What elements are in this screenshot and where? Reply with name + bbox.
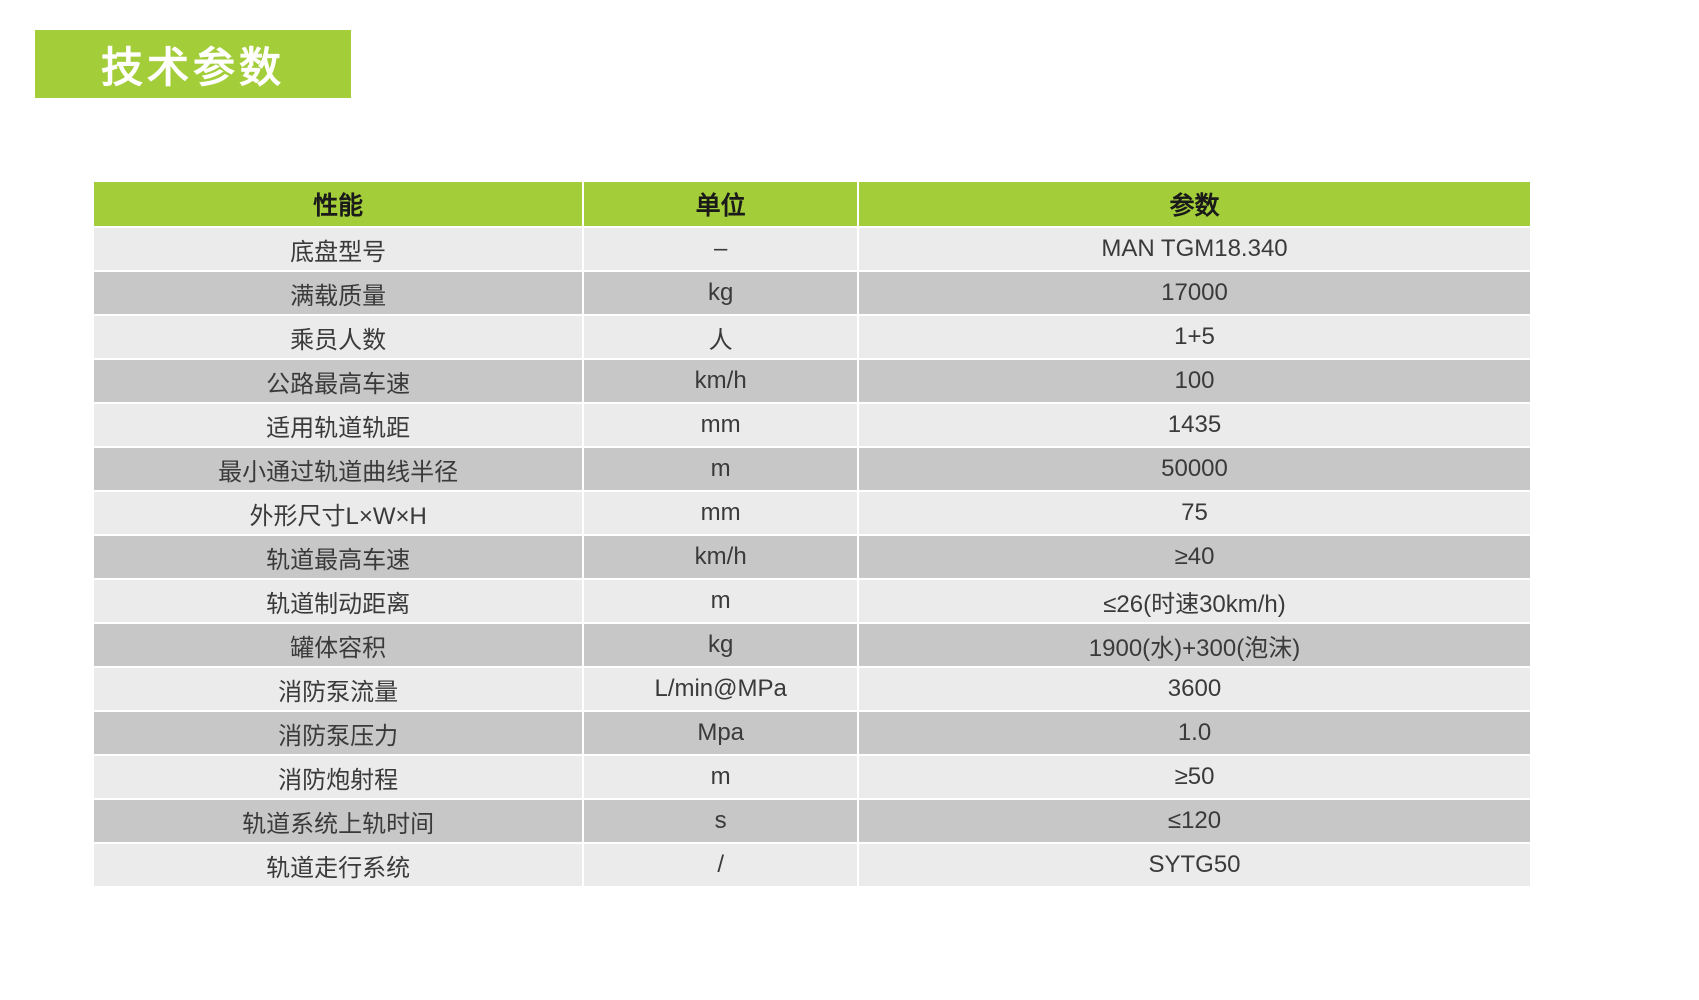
spec-table-body: 底盘型号 – MAN TGM18.340 满载质量 kg 17000 乘员人数人 1+5 公路最… [91,226,1532,888]
cell-unit: L/min@MPa [582,666,859,712]
cell-property: 罐体容积 [91,622,585,668]
table-row: 罐体容积 kg 1900(水)+300(泡沫) [91,622,1532,668]
cell-property: 满载质量 [91,270,585,316]
table-row: 公路最高车速 km/h 100 [91,358,1532,404]
table-row: 轨道制动距离 m ≤26(时速30km/h) [91,578,1532,624]
cell-unit: m [582,578,859,624]
cell-property: 外形尺寸L×W×H [91,490,585,536]
cell-unit: – [582,226,859,272]
table-row: 外形尺寸L×W×H mm 75 [91,490,1532,536]
cell-unit: m [582,754,859,800]
cell-property: 公路最高车速 [91,358,585,404]
header-property: 性能 [91,180,585,228]
cell-property: 轨道走行系统 [91,842,585,888]
cell-value: 1.0 [857,710,1532,756]
cell-unit: / [582,842,859,888]
cell-property: 最小通过轨道曲线半径 [91,446,585,492]
cell-value: ≤26(时速30km/h) [857,578,1532,624]
cell-unit: kg [582,622,859,668]
cell-property: 轨道制动距离 [91,578,585,624]
cell-value: ≤120 [857,798,1532,844]
cell-unit: km/h [582,534,859,580]
spec-table: 性能 单位 参数 底盘型号 – MAN TGM18.340 满载质量 kg 17000 乘员… [91,180,1532,888]
cell-property: 适用轨道轨距 [91,402,585,448]
cell-value: 100 [857,358,1532,404]
table-row: 最小通过轨道曲线半径 m 50000 [91,446,1532,492]
cell-unit: km/h [582,358,859,404]
cell-unit: mm [582,402,859,448]
header-value: 参数 [857,180,1532,228]
header-unit: 单位 [582,180,859,228]
cell-unit: kg [582,270,859,316]
cell-value: ≥40 [857,534,1532,580]
cell-property: 乘员人数 [91,314,585,360]
cell-value: 17000 [857,270,1532,316]
section-title: 技术参数 [100,43,285,91]
table-row: 消防泵流量 L/min@MPa 3600 [91,666,1532,712]
cell-value: MAN TGM18.340 [857,226,1532,272]
cell-property: 轨道最高车速 [91,534,585,580]
table-row: 轨道走行系统 / SYTG50 [91,842,1532,888]
cell-value: 50000 [857,446,1532,492]
cell-property: 消防炮射程 [91,754,585,800]
table-row: 乘员人数人 1+5 [91,314,1532,360]
table-row: 底盘型号 – MAN TGM18.340 [91,226,1532,272]
table-row: 满载质量 kg 17000 [91,270,1532,316]
cell-value: 1435 [857,402,1532,448]
cell-value: ≥50 [857,754,1532,800]
table-header-row: 性能 单位 参数 [91,180,1532,228]
cell-unit: Mpa [582,710,859,756]
table-row: 轨道最高车速 km/h ≥40 [91,534,1532,580]
cell-property: 消防泵压力 [91,710,585,756]
cell-value: SYTG50 [857,842,1532,888]
cell-property: 轨道系统上轨时间 [91,798,585,844]
cell-value: 1900(水)+300(泡沫) [857,622,1532,668]
cell-property: 消防泵流量 [91,666,585,712]
table-row: 消防泵压力 Mpa 1.0 [91,710,1532,756]
cell-value: 3600 [857,666,1532,712]
cell-property: 底盘型号 [91,226,585,272]
cell-unit: s [582,798,859,844]
cell-value: 75 [857,490,1532,536]
table-row: 适用轨道轨距 mm 1435 [91,402,1532,448]
cell-value: 1+5 [857,314,1532,360]
table-row: 消防炮射程 m ≥50 [91,754,1532,800]
cell-unit: m [582,446,859,492]
cell-unit: 人 [582,314,859,360]
section-title-badge: 技术参数 [35,30,351,98]
cell-unit: mm [582,490,859,536]
table-row: 轨道系统上轨时间 s ≤120 [91,798,1532,844]
